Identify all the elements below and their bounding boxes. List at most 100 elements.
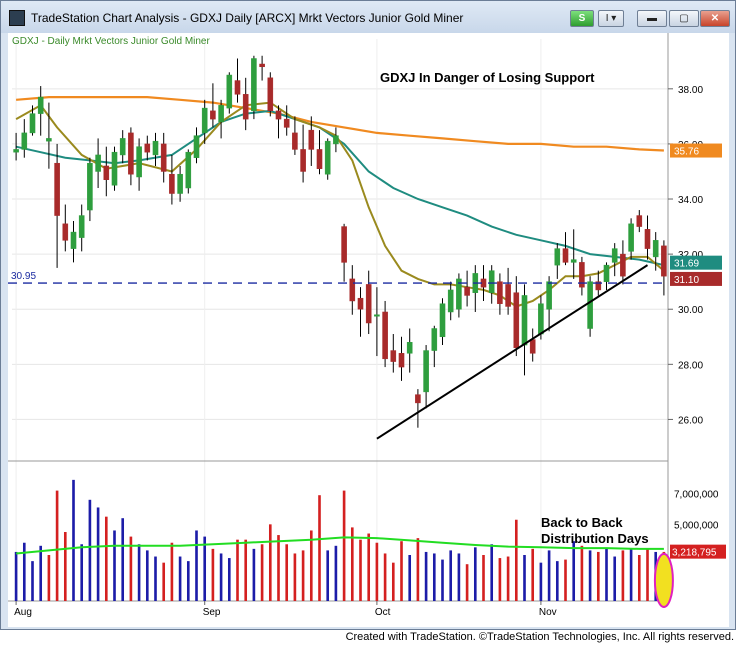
candle-body-41 [349, 278, 356, 302]
symbol-legend: GDXJ - Daily Mrkt Vectors Junior Gold Mi… [12, 36, 210, 47]
ma-short-layer [15, 101, 665, 308]
candle-body-53 [447, 289, 454, 313]
volume-bar-12 [113, 530, 116, 601]
maximize-button[interactable]: ▢ [669, 10, 699, 27]
volume-bar-9 [88, 499, 92, 601]
volume-bar-74 [621, 550, 625, 601]
close-button[interactable]: ✕ [700, 10, 730, 27]
volume-annotation-line2: Distribution Days [541, 531, 649, 546]
minimize-button[interactable]: ▬ [637, 10, 667, 27]
candle-body-15 [136, 146, 142, 178]
candle-body-12 [111, 151, 118, 186]
candle-body-67 [562, 248, 569, 263]
candle-body-1 [21, 132, 28, 150]
candle-body-48 [406, 342, 413, 354]
candle-body-24 [210, 110, 216, 120]
volume-bar-54 [457, 553, 461, 601]
candle-body-20 [177, 173, 183, 194]
title-bar[interactable]: TradeStation Chart Analysis - GDXJ Daily… [1, 1, 735, 33]
candle-body-66 [554, 248, 561, 266]
candle-body-39 [333, 135, 339, 145]
candle-body-0 [13, 149, 19, 153]
candle-body-63 [529, 339, 536, 354]
candle-body-49 [415, 394, 421, 404]
ma-long-layer [16, 95, 664, 152]
window-title: TradeStation Chart Analysis - GDXJ Daily… [31, 11, 464, 25]
candle-body-54 [456, 278, 462, 310]
volume-bar-38 [326, 550, 330, 601]
candle-body-52 [439, 303, 446, 338]
trendline-layer [376, 264, 649, 440]
volume-bar-11 [104, 516, 108, 601]
volume-bar-37 [318, 495, 321, 601]
volume-bar-4 [47, 555, 51, 601]
candle-body-9 [87, 162, 93, 211]
volume-bar-75 [629, 548, 633, 601]
volume-bar-77 [646, 548, 649, 601]
volume-bar-22 [195, 530, 198, 601]
volume-bar-46 [391, 562, 395, 601]
volume-bar-2 [31, 561, 34, 601]
ma-long-line [16, 95, 664, 152]
price-tick-label-0: 38.00 [678, 85, 703, 96]
volume-bar-40 [342, 490, 346, 601]
volume-bar-42 [359, 539, 362, 601]
candle-body-23 [201, 107, 208, 134]
candle-body-4 [46, 138, 52, 142]
volume-bar-36 [309, 530, 313, 601]
candle-body-13 [119, 138, 126, 156]
candle-body-6 [62, 223, 69, 241]
candle-body-28 [242, 94, 249, 120]
volume-bar-5 [55, 490, 59, 601]
volume-bar-47 [400, 541, 403, 601]
price-tick-label-3: 32.00 [678, 250, 703, 261]
candle-body-27 [234, 80, 241, 95]
s-button[interactable]: S [570, 10, 594, 27]
distribution-highlight-ellipse [653, 552, 674, 609]
volume-bar-58 [490, 544, 494, 601]
candle-body-69 [579, 262, 585, 288]
i-dropdown-button[interactable]: I ▾ [598, 10, 624, 27]
candle-body-17 [152, 140, 159, 156]
candle-body-44 [374, 314, 380, 317]
volume-bar-27 [236, 539, 239, 601]
candle-body-46 [390, 350, 397, 362]
candle-body-76 [636, 215, 643, 227]
candles-layer [13, 55, 667, 428]
candle-body-58 [488, 270, 495, 293]
candle-body-11 [103, 165, 110, 180]
volume-bar-26 [227, 558, 231, 601]
axes-layer: 38.0036.0034.0032.0030.0028.0026.0035.76… [14, 85, 726, 618]
volume-bar-68 [572, 541, 576, 601]
price-volume-chart[interactable]: 30.95 38.0036.0034.0032.0030.0028.0026.0… [8, 33, 729, 627]
volume-bar-29 [252, 548, 256, 601]
candle-body-65 [546, 281, 552, 310]
candle-body-50 [423, 350, 429, 393]
candle-body-43 [365, 284, 372, 324]
volume-bar-52 [441, 559, 444, 601]
chart-plot-area[interactable]: 30.95 38.0036.0034.0032.0030.0028.0026.0… [8, 33, 729, 627]
candle-body-26 [226, 74, 233, 109]
tradestation-app-icon [9, 10, 25, 26]
date-label-oct: Oct [375, 607, 391, 618]
volume-bar-71 [596, 551, 600, 601]
volume-bar-23 [203, 536, 207, 601]
candle-body-22 [193, 135, 200, 158]
volume-bar-13 [121, 518, 125, 601]
candle-body-21 [185, 151, 192, 189]
candle-body-29 [251, 58, 257, 112]
price-tag-box-0 [670, 143, 722, 158]
copyright-footer: Created with TradeStation. ©TradeStation… [345, 631, 734, 643]
candle-body-73 [611, 248, 618, 263]
volume-bar-35 [301, 550, 305, 601]
candle-body-71 [595, 281, 602, 291]
volume-bar-0 [14, 551, 18, 601]
volume-bar-45 [383, 553, 387, 601]
candle-body-45 [382, 311, 388, 360]
candle-body-30 [259, 63, 265, 68]
volume-bar-34 [293, 553, 297, 601]
candle-body-59 [497, 281, 503, 304]
volume-bar-60 [506, 556, 510, 601]
volume-bar-51 [432, 553, 436, 601]
candle-body-34 [292, 132, 298, 150]
